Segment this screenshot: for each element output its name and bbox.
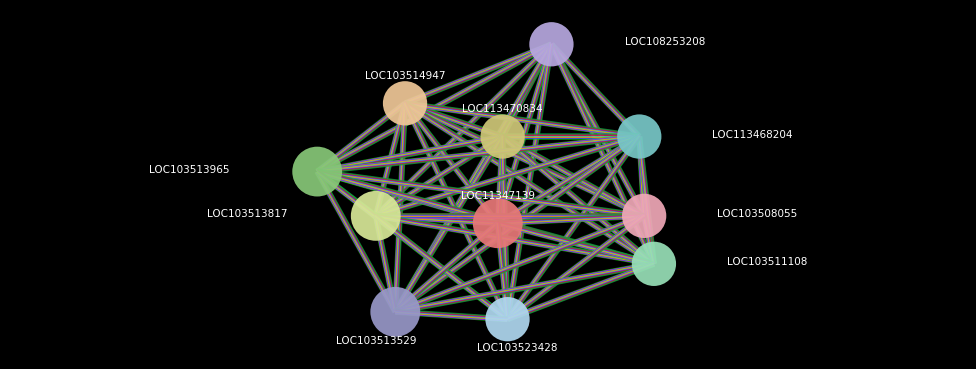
Ellipse shape [350,191,401,241]
Text: LOC113468204: LOC113468204 [712,130,793,140]
Text: LOC103508055: LOC103508055 [717,209,797,219]
Text: LOC103513529: LOC103513529 [336,335,416,346]
Text: LOC103513817: LOC103513817 [208,209,288,219]
Text: LOC108253208: LOC108253208 [625,37,705,48]
Ellipse shape [480,114,525,159]
Ellipse shape [383,81,427,125]
Ellipse shape [292,146,343,196]
Text: LOC103514947: LOC103514947 [365,70,445,81]
Ellipse shape [485,297,530,341]
Text: LOC103513965: LOC103513965 [149,165,229,175]
Ellipse shape [529,22,574,66]
Text: LOC103523428: LOC103523428 [477,343,557,353]
Ellipse shape [617,114,662,159]
Ellipse shape [631,242,676,286]
Text: LOC113470834: LOC113470834 [463,104,543,114]
Text: LOC103511108: LOC103511108 [727,257,807,267]
Ellipse shape [622,194,667,238]
Text: LOC11347139: LOC11347139 [461,190,535,201]
Ellipse shape [472,198,523,248]
Ellipse shape [370,287,421,337]
